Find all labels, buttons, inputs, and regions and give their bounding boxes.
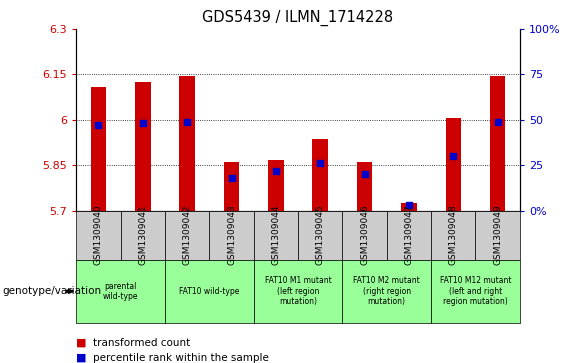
Bar <box>312 139 328 211</box>
Text: GSM1309047: GSM1309047 <box>405 205 414 265</box>
Text: parental
wild-type: parental wild-type <box>103 282 138 301</box>
Text: GSM1309044: GSM1309044 <box>271 205 280 265</box>
Point <box>227 175 236 181</box>
Text: GSM1309048: GSM1309048 <box>449 205 458 265</box>
Text: FAT10 M2 mutant
(right region
mutation): FAT10 M2 mutant (right region mutation) <box>353 276 420 306</box>
Bar <box>91 86 106 211</box>
Point <box>138 121 147 126</box>
Point <box>271 168 280 174</box>
Text: ■: ■ <box>76 352 87 363</box>
Bar <box>180 76 195 211</box>
Text: genotype/variation: genotype/variation <box>3 286 102 296</box>
Text: FAT10 M12 mutant
(left and right
region mutation): FAT10 M12 mutant (left and right region … <box>440 276 511 306</box>
Text: GSM1309040: GSM1309040 <box>94 205 103 265</box>
Point <box>182 119 192 125</box>
Text: ■: ■ <box>76 338 87 348</box>
Point <box>493 119 502 125</box>
Text: GSM1309049: GSM1309049 <box>493 205 502 265</box>
Title: GDS5439 / ILMN_1714228: GDS5439 / ILMN_1714228 <box>202 10 394 26</box>
Bar <box>357 162 372 211</box>
Text: GSM1309041: GSM1309041 <box>138 205 147 265</box>
Bar <box>135 82 150 211</box>
Point <box>449 153 458 159</box>
Point <box>405 202 414 208</box>
Text: GSM1309045: GSM1309045 <box>316 205 325 265</box>
Point <box>360 171 369 177</box>
Text: transformed count: transformed count <box>93 338 190 348</box>
Text: GSM1309042: GSM1309042 <box>182 205 192 265</box>
Text: FAT10 wild-type: FAT10 wild-type <box>179 287 240 296</box>
Text: GSM1309046: GSM1309046 <box>360 205 369 265</box>
Point <box>94 122 103 128</box>
Bar <box>446 118 461 211</box>
Text: GSM1309043: GSM1309043 <box>227 205 236 265</box>
Point <box>316 160 325 166</box>
Bar <box>401 203 416 211</box>
Text: FAT10 M1 mutant
(left region
mutation): FAT10 M1 mutant (left region mutation) <box>264 276 332 306</box>
Text: percentile rank within the sample: percentile rank within the sample <box>93 352 269 363</box>
Bar <box>268 160 284 211</box>
Bar <box>224 162 239 211</box>
Bar <box>490 76 505 211</box>
